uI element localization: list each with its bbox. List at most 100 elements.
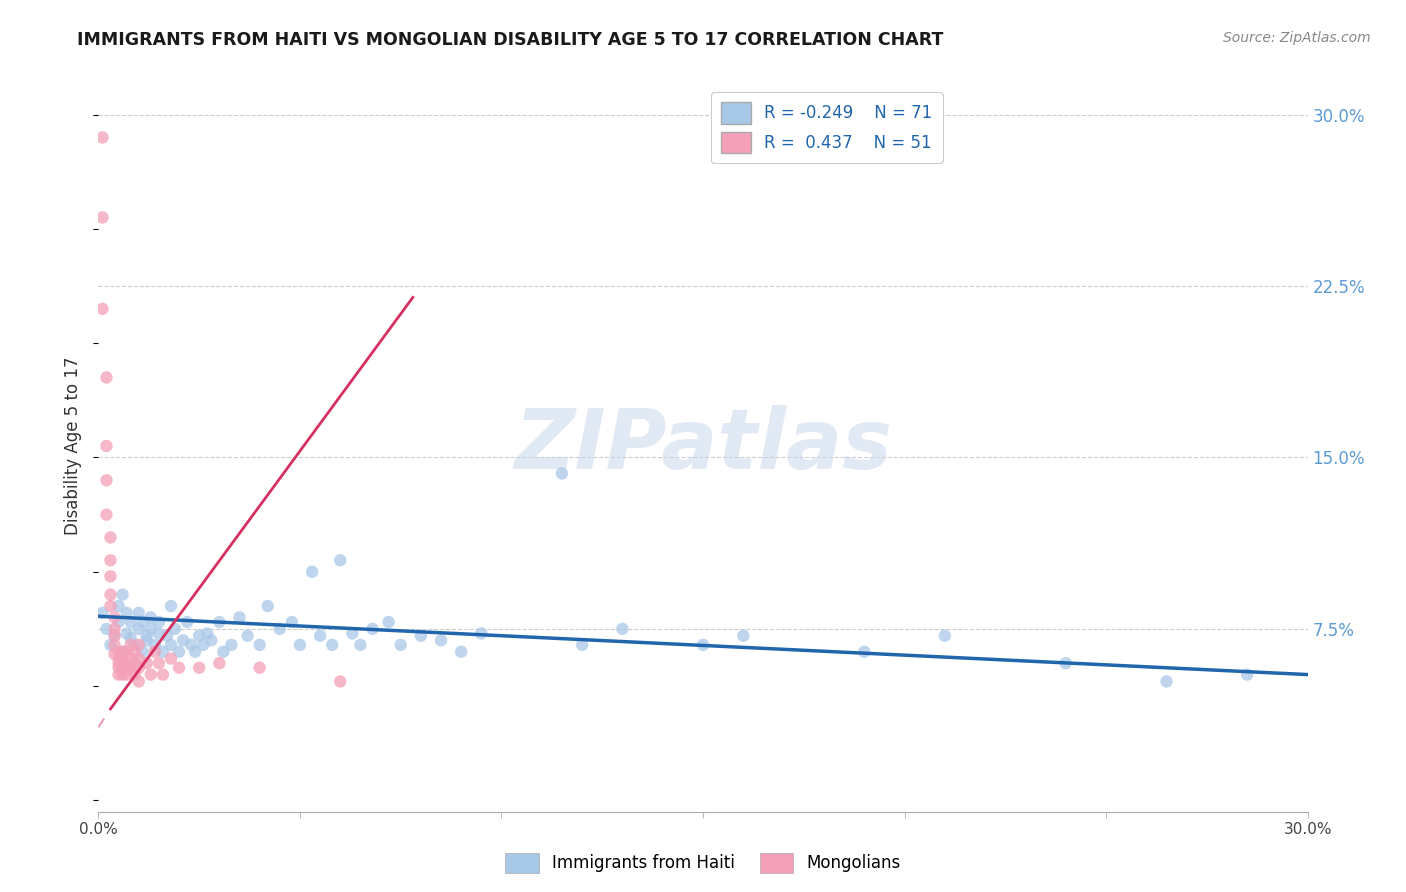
Text: IMMIGRANTS FROM HAITI VS MONGOLIAN DISABILITY AGE 5 TO 17 CORRELATION CHART: IMMIGRANTS FROM HAITI VS MONGOLIAN DISAB…	[77, 31, 943, 49]
Text: ZIPatlas: ZIPatlas	[515, 406, 891, 486]
Point	[103, 647, 125, 661]
Point	[111, 588, 134, 602]
Point	[1054, 656, 1077, 670]
Point	[124, 667, 146, 681]
Point	[221, 638, 243, 652]
Point	[184, 645, 207, 659]
Point	[111, 661, 134, 675]
Point	[139, 610, 162, 624]
Point	[132, 615, 155, 629]
Point	[115, 606, 138, 620]
Point	[200, 633, 222, 648]
Point	[148, 626, 170, 640]
Point	[342, 626, 364, 640]
Point	[103, 638, 125, 652]
Point	[195, 626, 218, 640]
Point	[135, 633, 157, 648]
Point	[309, 629, 332, 643]
Point	[120, 631, 142, 645]
Point	[91, 211, 114, 225]
Point	[120, 661, 142, 675]
Point	[132, 645, 155, 659]
Point	[1236, 667, 1258, 681]
Text: Source: ZipAtlas.com: Source: ZipAtlas.com	[1223, 31, 1371, 45]
Point	[160, 638, 183, 652]
Point	[107, 656, 129, 670]
Point	[361, 622, 384, 636]
Point	[96, 473, 118, 487]
Point	[228, 610, 250, 624]
Point	[103, 622, 125, 636]
Point	[128, 674, 150, 689]
Point	[100, 569, 122, 583]
Point	[450, 645, 472, 659]
Point	[107, 667, 129, 681]
Point	[135, 656, 157, 670]
Point	[96, 622, 118, 636]
Point	[321, 638, 343, 652]
Point	[115, 667, 138, 681]
Point	[156, 629, 179, 643]
Point	[103, 629, 125, 643]
Point	[167, 661, 190, 675]
Point	[409, 629, 432, 643]
Point	[692, 638, 714, 652]
Point	[139, 667, 162, 681]
Point	[124, 656, 146, 670]
Point	[160, 599, 183, 613]
Point	[249, 638, 271, 652]
Point	[470, 626, 492, 640]
Point	[111, 667, 134, 681]
Point	[160, 651, 183, 665]
Legend: R = -0.249    N = 71, R =  0.437    N = 51: R = -0.249 N = 71, R = 0.437 N = 51	[711, 92, 942, 163]
Point	[430, 633, 453, 648]
Point	[208, 615, 231, 629]
Point	[269, 622, 291, 636]
Point	[208, 656, 231, 670]
Point	[100, 638, 122, 652]
Point	[115, 656, 138, 670]
Point	[107, 599, 129, 613]
Point	[107, 651, 129, 665]
Point	[96, 508, 118, 522]
Point	[143, 638, 166, 652]
Point	[107, 661, 129, 675]
Point	[152, 645, 174, 659]
Point	[100, 588, 122, 602]
Point	[135, 629, 157, 643]
Point	[124, 638, 146, 652]
Point	[107, 645, 129, 659]
Point	[103, 629, 125, 643]
Point	[934, 629, 956, 643]
Point	[128, 606, 150, 620]
Point	[96, 439, 118, 453]
Point	[139, 622, 162, 636]
Point	[111, 645, 134, 659]
Point	[91, 130, 114, 145]
Point	[176, 615, 198, 629]
Point	[733, 629, 755, 643]
Point	[212, 645, 235, 659]
Point	[301, 565, 323, 579]
Point	[111, 656, 134, 670]
Point	[96, 370, 118, 384]
Point	[249, 661, 271, 675]
Point	[551, 467, 574, 481]
Point	[120, 638, 142, 652]
Point	[389, 638, 412, 652]
Point	[148, 656, 170, 670]
Point	[236, 629, 259, 643]
Point	[115, 626, 138, 640]
Point	[1156, 674, 1178, 689]
Point	[115, 645, 138, 659]
Point	[111, 645, 134, 659]
Point	[163, 622, 186, 636]
Point	[193, 638, 215, 652]
Point	[124, 645, 146, 659]
Point	[91, 301, 114, 316]
Point	[148, 615, 170, 629]
Point	[128, 661, 150, 675]
Point	[143, 645, 166, 659]
Point	[180, 638, 202, 652]
Point	[107, 615, 129, 629]
